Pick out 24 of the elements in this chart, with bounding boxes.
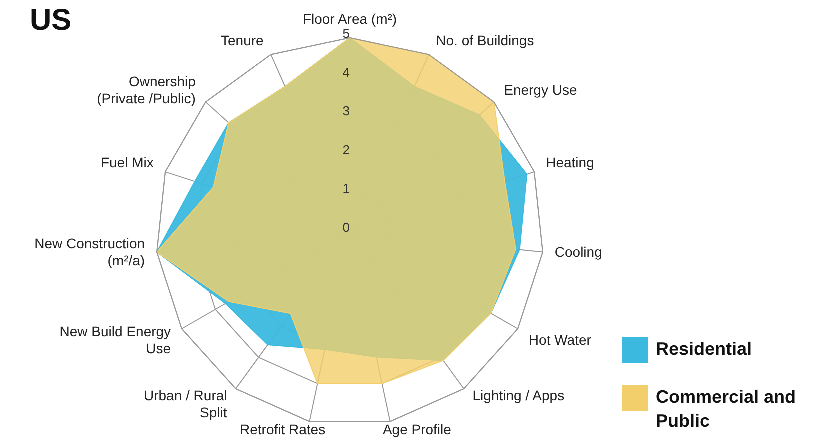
spoke-label: Energy Use <box>504 82 578 98</box>
y-tick-label: 4 <box>342 64 350 80</box>
spoke-label: Fuel Mix <box>100 154 154 171</box>
spoke-label: Cooling <box>554 244 602 260</box>
spoke-label: New Construction (m²/a) <box>34 236 146 269</box>
y-tick-label: 2 <box>342 142 350 158</box>
spoke-label: New Build Energy Use <box>60 324 172 356</box>
legend-label: Commercial and Public <box>656 386 798 433</box>
y-tick-label: 1 <box>342 181 350 196</box>
spoke-label: Heating <box>546 154 594 171</box>
spoke-label: Floor Area (m²) <box>302 11 398 27</box>
y-tick-label: 0 <box>342 220 350 235</box>
spoke-label: Age Profile <box>382 422 452 438</box>
spoke-label: Retrofit Rates <box>240 422 326 438</box>
y-tick-label: 5 <box>342 26 350 41</box>
legend-label: Residential <box>656 338 752 361</box>
y-tick-label: 3 <box>342 104 350 119</box>
spoke-label: Urban / Rural Split <box>144 387 228 420</box>
spoke-label: Ownership (Private /Public) <box>97 73 196 106</box>
spoke-label: Lighting / Apps <box>472 387 565 404</box>
spoke-label: No. of Buildings <box>436 32 534 48</box>
spoke-label: Tenure <box>221 32 264 48</box>
chart-title: US <box>30 4 72 38</box>
spoke-label: Hot Water <box>528 332 592 348</box>
